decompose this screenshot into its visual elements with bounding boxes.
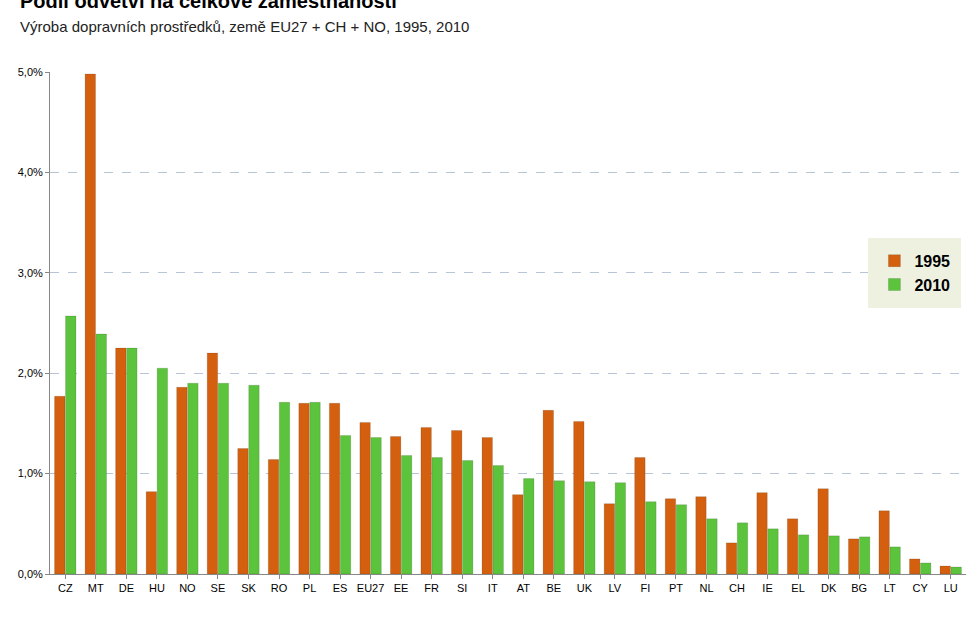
svg-text:3,0%: 3,0% [18,267,43,279]
svg-text:BE: BE [546,582,561,594]
svg-text:PT: PT [669,582,683,594]
svg-text:FR: FR [424,582,439,594]
svg-text:CZ: CZ [58,582,73,594]
svg-text:Podíl odvětví na celkové zaměs: Podíl odvětví na celkové zaměstnanosti [20,0,397,12]
svg-text:EL: EL [791,582,804,594]
svg-text:LU: LU [944,582,958,594]
svg-text:SK: SK [241,582,256,594]
svg-text:IT: IT [488,582,498,594]
svg-text:AT: AT [517,582,531,594]
svg-text:SE: SE [211,582,226,594]
svg-text:PL: PL [303,582,316,594]
svg-text:HU: HU [149,582,165,594]
svg-text:FI: FI [641,582,651,594]
svg-text:ES: ES [333,582,348,594]
svg-text:RO: RO [271,582,288,594]
svg-text:CY: CY [913,582,929,594]
svg-text:MT: MT [88,582,104,594]
svg-text:LV: LV [609,582,622,594]
svg-text:NL: NL [699,582,713,594]
svg-text:BG: BG [851,582,867,594]
svg-text:CH: CH [729,582,745,594]
svg-text:DK: DK [821,582,837,594]
svg-text:SI: SI [457,582,467,594]
svg-text:LT: LT [884,582,896,594]
svg-text:1,0%: 1,0% [18,467,43,479]
svg-text:1995: 1995 [914,253,950,270]
svg-text:0,0%: 0,0% [18,568,43,580]
svg-text:NO: NO [179,582,196,594]
svg-text:4,0%: 4,0% [18,166,43,178]
svg-text:EU27: EU27 [357,582,385,594]
svg-text:2010: 2010 [914,277,950,294]
svg-text:Výroba dopravních prostředků,: Výroba dopravních prostředků, země EU27 … [20,18,469,35]
svg-text:UK: UK [577,582,593,594]
svg-text:2,0%: 2,0% [18,367,43,379]
svg-text:EE: EE [394,582,409,594]
svg-text:DE: DE [119,582,134,594]
svg-text:IE: IE [762,582,772,594]
svg-text:5,0%: 5,0% [18,66,43,78]
